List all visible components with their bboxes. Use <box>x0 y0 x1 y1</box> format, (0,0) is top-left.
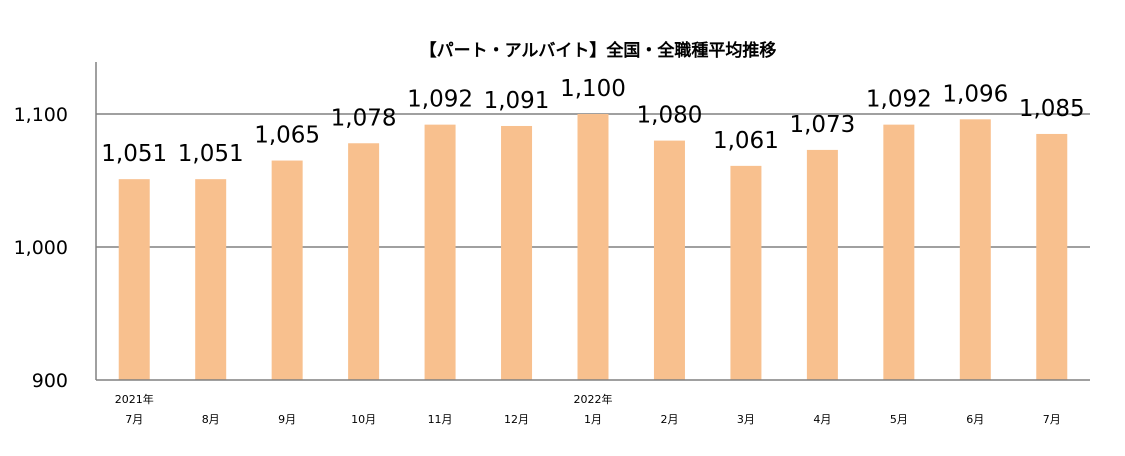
x-tick-month-label: 3月 <box>737 413 755 426</box>
x-tick-month-label: 12月 <box>504 413 529 426</box>
bar <box>730 165 762 380</box>
y-tick-label: 900 <box>32 370 68 392</box>
data-label: 1,091 <box>484 88 550 114</box>
bar <box>501 125 533 380</box>
x-tick-year-label: 2022年 <box>574 392 613 406</box>
x-tick-month-label: 7月 <box>125 413 143 426</box>
x-tick-month-label: 11月 <box>428 413 453 426</box>
bar <box>1036 133 1068 380</box>
data-label: 1,080 <box>637 103 703 129</box>
chart-title: 【パート・アルバイト】全国・全職種平均推移 <box>420 40 777 61</box>
bars <box>118 114 1068 380</box>
data-label: 1,051 <box>178 141 244 167</box>
x-tick-month-label: 6月 <box>966 413 984 426</box>
y-axis-ticks: 900 1,000 1,100 <box>14 104 68 392</box>
data-label: 1,092 <box>407 87 473 113</box>
x-tick-month-label: 7月 <box>1043 413 1061 426</box>
x-tick-month-label: 4月 <box>813 413 831 426</box>
y-tick-label: 1,100 <box>14 104 68 126</box>
bar <box>195 179 227 380</box>
data-label: 1,096 <box>942 81 1008 107</box>
bar <box>271 160 303 380</box>
x-tick-month-label: 9月 <box>278 413 296 426</box>
x-tick-month-label: 5月 <box>890 413 908 426</box>
data-label: 1,085 <box>1019 96 1085 122</box>
data-labels: 1,051 1,051 1,065 1,078 1,092 1,091 1,100 1,080… <box>101 76 1084 167</box>
data-label: 1,100 <box>560 76 626 102</box>
x-tick-month-label: 1月 <box>584 413 602 426</box>
bar <box>883 124 915 380</box>
data-label: 1,065 <box>254 123 320 149</box>
bar <box>118 179 150 380</box>
data-label: 1,051 <box>101 141 167 167</box>
data-label: 1,078 <box>331 105 397 131</box>
x-axis-ticks: 2021年 7月 8月 9月 10月 11月 12月 2022年 1月 2月 3月 4月 5月 6月 7月 <box>115 392 1061 426</box>
y-tick-label: 1,000 <box>14 237 68 259</box>
bar <box>959 119 991 380</box>
x-tick-month-label: 2月 <box>660 413 678 426</box>
x-tick-month-label: 8月 <box>202 413 220 426</box>
bar <box>348 143 380 380</box>
data-label: 1,061 <box>713 128 779 154</box>
data-label: 1,092 <box>866 87 932 113</box>
x-tick-month-label: 10月 <box>351 413 376 426</box>
bar <box>653 140 685 380</box>
bar <box>424 124 456 380</box>
data-label: 1,073 <box>789 112 855 138</box>
bar <box>806 149 838 380</box>
bar <box>577 114 609 380</box>
x-tick-year-label: 2021年 <box>115 392 154 406</box>
